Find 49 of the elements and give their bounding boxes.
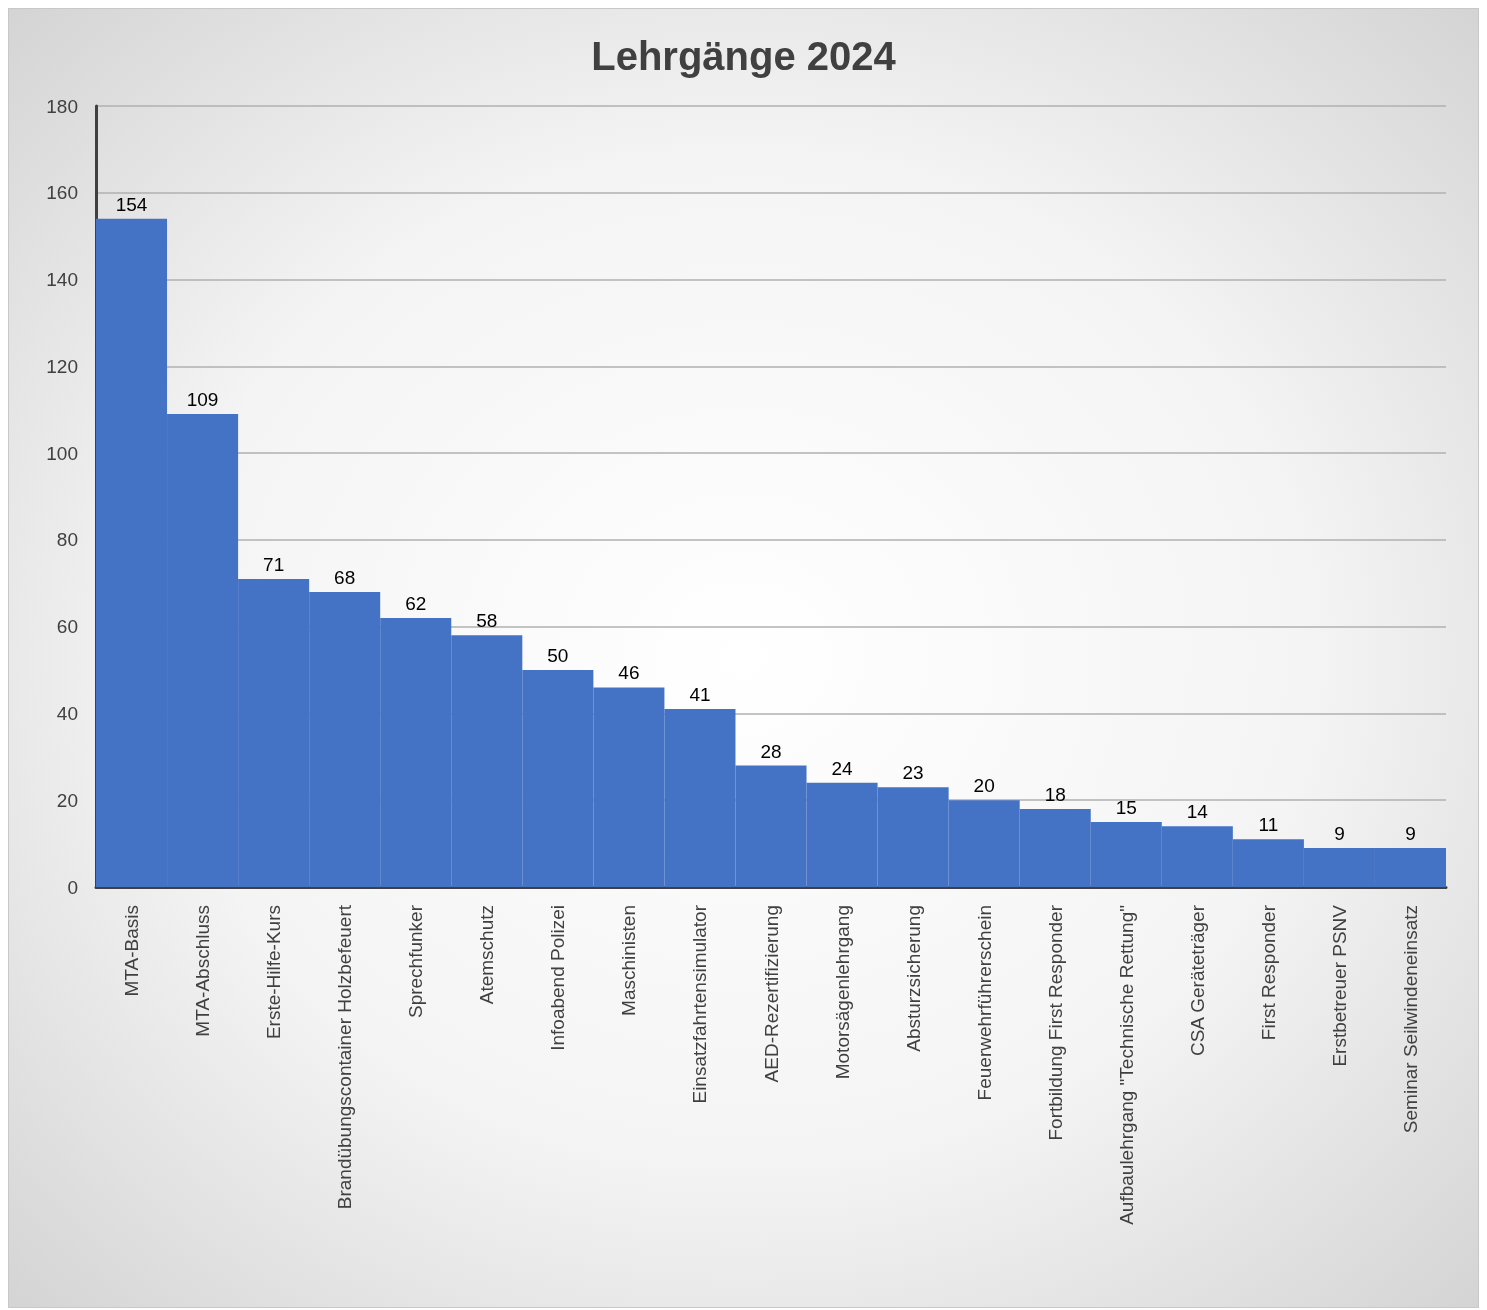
data-label: 20 <box>973 775 995 797</box>
x-tick-label: Maschinisten <box>618 905 640 1016</box>
data-label: 14 <box>1186 801 1209 823</box>
y-tick-label: 60 <box>56 616 78 638</box>
x-tick-label: Brandübungscontainer Holzbefeuert <box>334 904 356 1210</box>
data-label: 15 <box>1115 796 1137 818</box>
data-label: 71 <box>263 553 285 575</box>
x-tick-label: Sprechfunker <box>405 904 427 1019</box>
data-label: 68 <box>334 566 356 588</box>
x-tick-label: Erste-Hilfe-Kurs <box>263 905 285 1040</box>
y-tick-label: 180 <box>46 95 78 117</box>
data-label: 23 <box>902 762 924 784</box>
x-tick-label: MTA-Abschluss <box>192 905 214 1037</box>
x-tick-label: First Responder <box>1257 904 1279 1041</box>
data-label: 58 <box>476 610 498 632</box>
y-tick-label: 140 <box>46 269 78 291</box>
x-tick-label: Atemschutz <box>476 905 498 1005</box>
x-tick-label: Infoabend Polizei <box>547 905 569 1051</box>
x-tick-label: Aufbaulehrgang "Technische Rettung" <box>1115 905 1137 1225</box>
x-tick-label: AED-Rezertifizierung <box>760 905 782 1083</box>
y-tick-label: 20 <box>56 789 78 811</box>
x-tick-label: CSA Geräteträger <box>1186 904 1208 1057</box>
x-tick-label: Seminar Seilwindeneinsatz <box>1399 905 1421 1134</box>
x-tick-label: Absturzsicherung <box>902 905 924 1052</box>
x-tick-label: MTA-Basis <box>121 905 143 997</box>
data-label: 18 <box>1044 783 1066 805</box>
y-tick-label: 120 <box>46 355 78 377</box>
chart-title: Lehrgänge 2024 <box>591 34 897 78</box>
data-label: 46 <box>618 662 640 684</box>
data-label: 154 <box>115 193 148 215</box>
x-tick-label: Feuerwehrführerschein <box>973 905 995 1101</box>
data-label: 28 <box>760 740 782 762</box>
y-tick-label: 160 <box>46 182 78 204</box>
x-tick-label: Motorsägenlehrgang <box>831 905 853 1080</box>
data-label: 41 <box>689 684 711 706</box>
data-label: 24 <box>831 757 854 779</box>
y-tick-label: 100 <box>46 442 78 464</box>
x-tick-label: Erstbetreuer PSNV <box>1328 904 1350 1067</box>
data-label: 50 <box>547 645 569 667</box>
data-label: 62 <box>405 592 427 614</box>
data-label: 9 <box>1334 822 1345 844</box>
data-label: 11 <box>1258 814 1279 836</box>
data-label: 109 <box>186 389 219 411</box>
x-tick-label: Einsatzfahrtensimulator <box>689 904 711 1104</box>
x-tick-label: Fortbildung First Responder <box>1044 904 1066 1141</box>
y-tick-label: 80 <box>56 529 78 551</box>
data-label: 9 <box>1405 822 1416 844</box>
y-tick-label: 0 <box>67 876 78 898</box>
y-tick-label: 40 <box>56 702 78 724</box>
